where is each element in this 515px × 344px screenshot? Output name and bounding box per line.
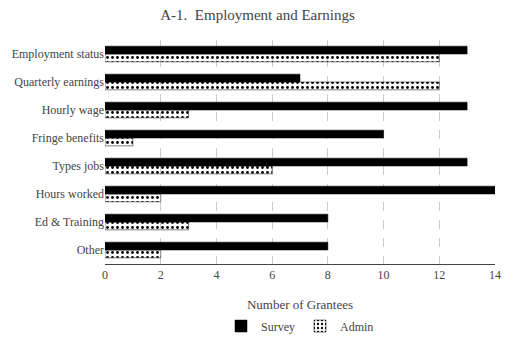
- svg-text:Other: Other: [77, 243, 104, 257]
- svg-text:2: 2: [158, 268, 164, 282]
- svg-text:0: 0: [102, 268, 108, 282]
- svg-text:Employment status: Employment status: [12, 47, 105, 61]
- svg-text:Hours worked: Hours worked: [36, 187, 104, 201]
- svg-text:12: 12: [433, 268, 445, 282]
- svg-text:Admin: Admin: [340, 320, 373, 334]
- svg-text:Survey: Survey: [261, 320, 295, 334]
- svg-text:A-1. Employment and Earnings: A-1. Employment and Earnings: [160, 7, 355, 23]
- svg-text:Fringe benefits: Fringe benefits: [32, 131, 105, 145]
- svg-text:8: 8: [325, 268, 331, 282]
- svg-text:Ed & Training: Ed & Training: [35, 215, 104, 229]
- svg-text:4: 4: [213, 268, 219, 282]
- svg-text:Types jobs: Types jobs: [53, 159, 105, 173]
- svg-text:6: 6: [269, 268, 275, 282]
- svg-text:14: 14: [489, 268, 501, 282]
- svg-text:Number of Grantees: Number of Grantees: [247, 297, 353, 312]
- svg-text:Hourly wage: Hourly wage: [42, 103, 104, 117]
- svg-text:10: 10: [378, 268, 390, 282]
- svg-text:Quarterly earnings: Quarterly earnings: [14, 75, 104, 89]
